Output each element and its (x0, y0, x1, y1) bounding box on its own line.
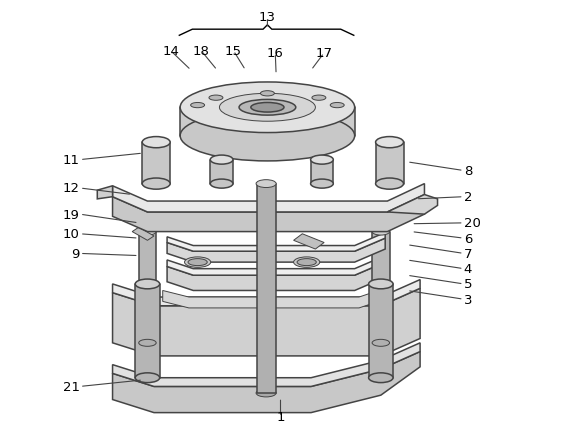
Ellipse shape (376, 137, 403, 148)
Polygon shape (113, 352, 420, 413)
Polygon shape (113, 343, 420, 387)
Text: 20: 20 (464, 217, 481, 230)
Text: 19: 19 (63, 208, 80, 221)
Text: 18: 18 (192, 45, 210, 58)
Ellipse shape (293, 257, 320, 268)
Text: 21: 21 (63, 380, 80, 393)
Ellipse shape (256, 180, 276, 188)
Polygon shape (167, 233, 385, 252)
Ellipse shape (297, 259, 316, 266)
Ellipse shape (191, 103, 205, 109)
Ellipse shape (185, 257, 211, 268)
Text: 8: 8 (464, 165, 472, 178)
Ellipse shape (372, 339, 389, 346)
Polygon shape (167, 256, 385, 276)
Ellipse shape (239, 100, 296, 116)
Ellipse shape (256, 389, 276, 397)
Polygon shape (113, 289, 420, 356)
Ellipse shape (210, 156, 233, 165)
Ellipse shape (311, 180, 333, 189)
Ellipse shape (369, 373, 393, 383)
Ellipse shape (251, 103, 284, 113)
Text: 17: 17 (316, 47, 333, 60)
Text: 6: 6 (464, 232, 472, 245)
Text: 2: 2 (464, 191, 472, 204)
Ellipse shape (311, 156, 333, 165)
Ellipse shape (369, 279, 393, 289)
Ellipse shape (260, 92, 274, 97)
Polygon shape (97, 186, 113, 199)
Text: 1: 1 (276, 410, 285, 424)
Text: 15: 15 (225, 45, 242, 58)
Polygon shape (135, 284, 160, 378)
Polygon shape (163, 289, 385, 308)
Text: 9: 9 (71, 247, 80, 260)
Text: 4: 4 (464, 262, 472, 276)
Polygon shape (210, 160, 233, 184)
Ellipse shape (180, 83, 355, 133)
Polygon shape (113, 280, 420, 306)
Polygon shape (376, 143, 403, 184)
Ellipse shape (188, 259, 207, 266)
Polygon shape (372, 232, 389, 343)
Ellipse shape (312, 96, 326, 101)
Ellipse shape (219, 94, 315, 122)
Ellipse shape (142, 179, 170, 190)
Text: 14: 14 (162, 45, 179, 58)
Polygon shape (388, 195, 438, 215)
Ellipse shape (210, 180, 233, 189)
Text: 10: 10 (63, 228, 80, 241)
Polygon shape (167, 239, 385, 262)
Polygon shape (139, 232, 156, 343)
Ellipse shape (372, 229, 389, 236)
Polygon shape (132, 228, 154, 241)
Ellipse shape (330, 103, 344, 109)
Ellipse shape (139, 229, 156, 236)
Text: 16: 16 (267, 47, 284, 60)
Text: 11: 11 (63, 154, 80, 167)
Ellipse shape (376, 179, 403, 190)
Polygon shape (256, 184, 276, 393)
Polygon shape (180, 108, 355, 136)
Text: 7: 7 (464, 247, 472, 260)
Text: 3: 3 (464, 293, 472, 306)
Polygon shape (113, 195, 425, 232)
Ellipse shape (180, 111, 355, 162)
Polygon shape (293, 234, 324, 250)
Polygon shape (142, 143, 170, 184)
Ellipse shape (135, 373, 160, 383)
Text: 13: 13 (259, 11, 276, 25)
Ellipse shape (209, 96, 223, 101)
Text: 5: 5 (464, 278, 472, 291)
Ellipse shape (135, 279, 160, 289)
Ellipse shape (139, 339, 156, 346)
Text: 12: 12 (63, 182, 80, 195)
Polygon shape (369, 284, 393, 378)
Ellipse shape (142, 137, 170, 148)
Polygon shape (167, 262, 385, 291)
Polygon shape (311, 160, 333, 184)
Polygon shape (113, 184, 425, 212)
